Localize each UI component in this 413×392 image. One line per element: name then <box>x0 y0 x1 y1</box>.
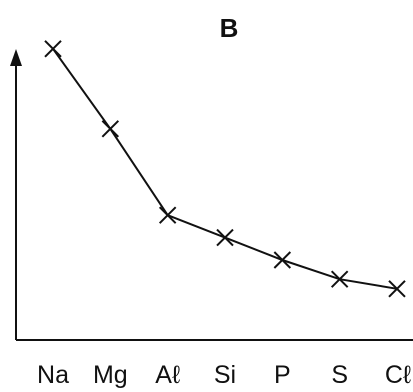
data-point-4 <box>273 251 292 269</box>
axes <box>10 49 413 341</box>
x-tick-label: Cℓ <box>385 361 412 389</box>
chart-title: B <box>220 13 239 43</box>
x-tick-label: Mg <box>93 361 128 389</box>
x-tick-labels: Na Mg Aℓ Si P S Cℓ <box>37 361 412 389</box>
series-layer <box>52 48 398 290</box>
marker-layer <box>44 40 406 298</box>
x-tick-label: Na <box>37 361 69 389</box>
data-point-6 <box>388 280 406 298</box>
x-tick-label: Si <box>214 361 236 389</box>
data-point-5 <box>330 270 349 288</box>
data-point-3 <box>216 228 234 247</box>
series-line <box>52 48 398 290</box>
y-axis-arrowhead <box>10 49 22 66</box>
data-point-1 <box>101 120 120 138</box>
data-point-2 <box>158 206 177 224</box>
x-tick-label: P <box>274 361 291 389</box>
x-tick-label: Aℓ <box>155 361 181 389</box>
x-tick-label: S <box>331 361 348 389</box>
data-point-0 <box>44 40 62 58</box>
